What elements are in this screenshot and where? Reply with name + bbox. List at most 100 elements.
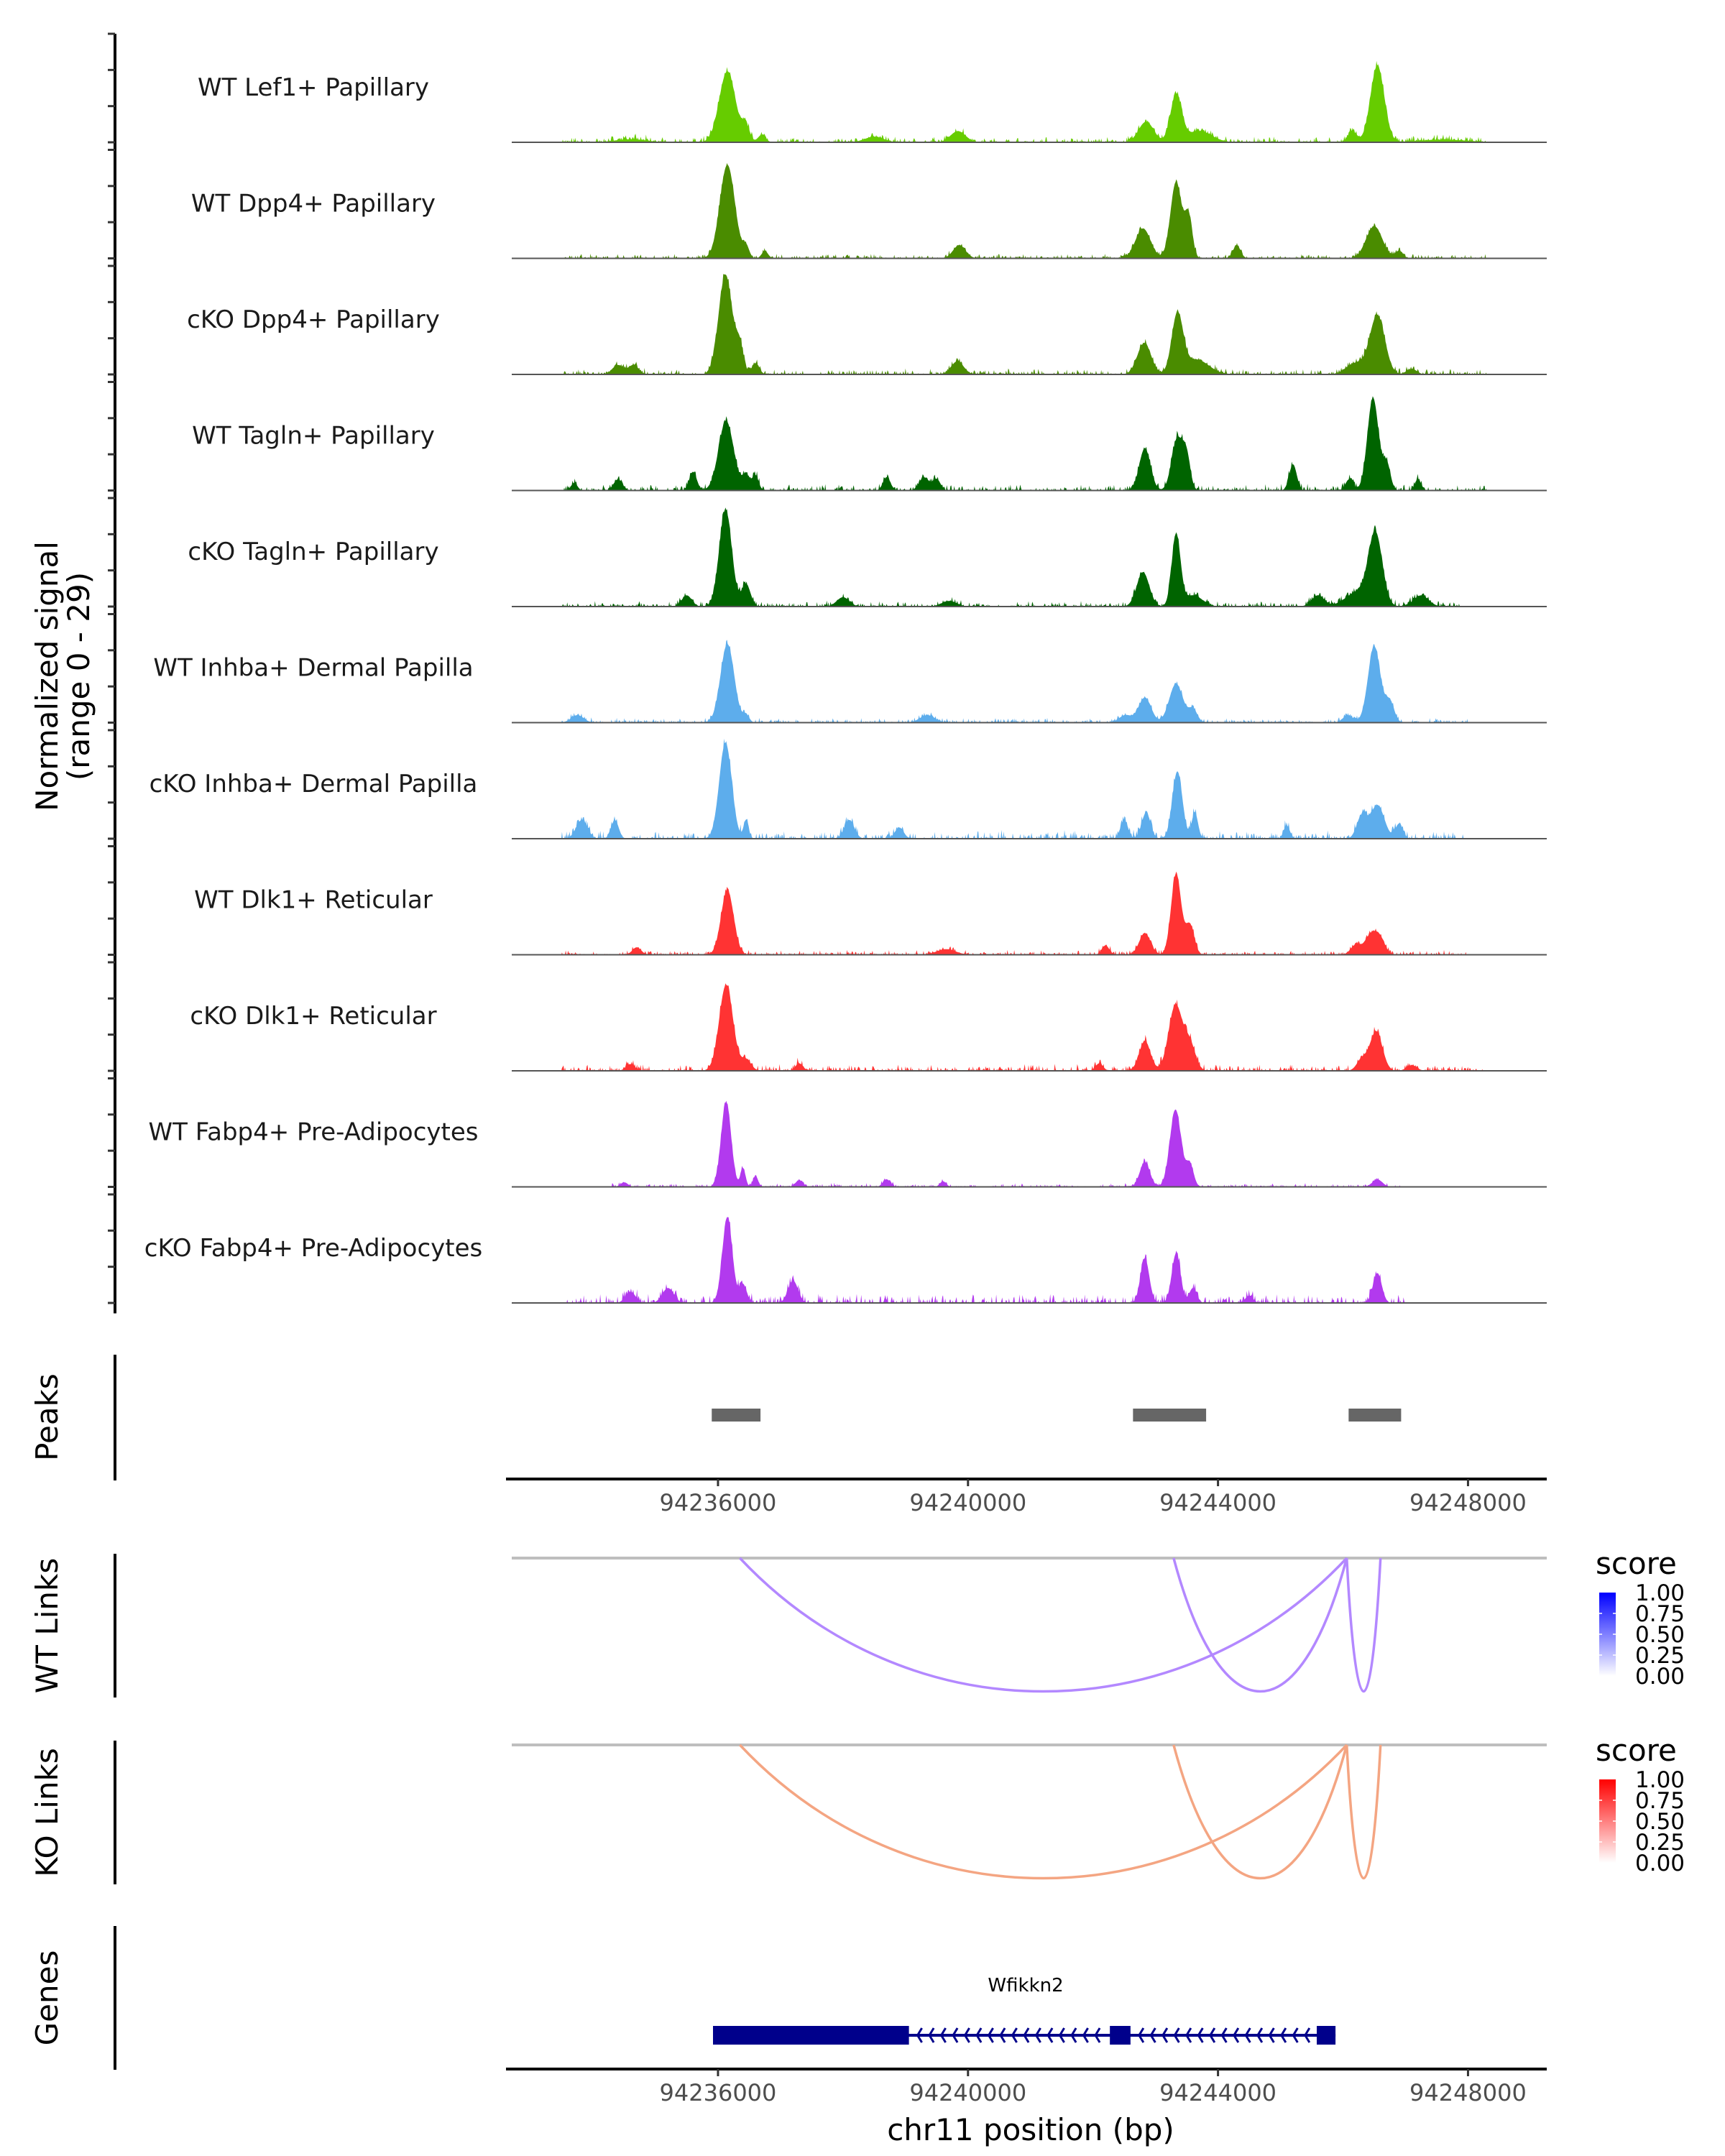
link-arc bbox=[1172, 1744, 1348, 1879]
strand-arrow bbox=[1173, 2027, 1180, 2043]
strand-arrow bbox=[1094, 2027, 1101, 2043]
strand-arrow bbox=[1023, 2027, 1030, 2043]
strand-arrow bbox=[952, 2027, 959, 2043]
link-arc bbox=[1345, 1744, 1382, 1879]
coverage-area bbox=[512, 640, 1547, 723]
x-tick-label: 94236000 bbox=[660, 2079, 777, 2106]
coverage-track-5: WT Inhba+ Dermal Papilla bbox=[153, 640, 1547, 724]
peak-region bbox=[1133, 1409, 1207, 1422]
x-tick-label: 94240000 bbox=[909, 2079, 1026, 2106]
track-label: WT Inhba+ Dermal Papilla bbox=[153, 654, 473, 683]
coverage-track-2: cKO Dpp4+ Papillary bbox=[187, 274, 1547, 375]
strand-arrow bbox=[1209, 2027, 1216, 2043]
x-tick-label: 94244000 bbox=[1159, 2079, 1276, 2106]
track-label: cKO Fabp4+ Pre-Adipocytes bbox=[144, 1234, 483, 1263]
track-label: cKO Tagln+ Papillary bbox=[188, 538, 438, 566]
coverage-tracks: WT Lef1+ Papillary WT Dpp4+ Papillary cKO … bbox=[144, 60, 1547, 1304]
strand-arrow bbox=[916, 2027, 923, 2043]
strand-arrow bbox=[999, 2027, 1006, 2043]
legend-tick-label: 1.00 bbox=[1635, 1580, 1685, 1606]
strand-arrow bbox=[1185, 2027, 1192, 2043]
x-axis-genes: 94236000 94240000 94244000 94248000 bbox=[506, 2068, 1547, 2106]
x-axis-peaks: 94236000 94240000 94244000 94248000 bbox=[506, 1478, 1547, 1516]
legend-tick-label: 0.25 bbox=[1635, 1830, 1685, 1856]
track-label: cKO Dlk1+ Reticular bbox=[190, 1002, 436, 1031]
coverage-track-9: WT Fabp4+ Pre-Adipocytes bbox=[149, 1100, 1547, 1188]
gene-exon bbox=[1317, 2026, 1336, 2045]
coverage-y-axis-label: Normalized signal bbox=[29, 541, 65, 811]
track-label: WT Lef1+ Papillary bbox=[198, 73, 429, 102]
coverage-area bbox=[512, 396, 1547, 491]
track-label: WT Dpp4+ Papillary bbox=[191, 190, 436, 218]
genes-track-label: Genes bbox=[29, 1950, 65, 2046]
coverage-area bbox=[512, 1217, 1547, 1303]
peaks-track-label: Peaks bbox=[29, 1373, 65, 1461]
strand-arrow bbox=[1292, 2027, 1299, 2043]
coverage-track-3: WT Tagln+ Papillary bbox=[192, 396, 1547, 492]
coverage-track-8: cKO Dlk1+ Reticular bbox=[190, 983, 1547, 1072]
strand-arrow bbox=[1058, 2027, 1065, 2043]
link-arc bbox=[739, 1557, 1348, 1693]
strand-arrow bbox=[1220, 2027, 1228, 2043]
legend-tick-label: 0.75 bbox=[1635, 1601, 1685, 1627]
link-arc bbox=[1345, 1557, 1382, 1692]
strand-arrow bbox=[1138, 2027, 1145, 2043]
legend-colorbar bbox=[1599, 1593, 1616, 1676]
coverage-track-0: WT Lef1+ Papillary bbox=[198, 60, 1547, 143]
strand-arrow bbox=[975, 2027, 983, 2043]
coverage-area bbox=[512, 162, 1547, 259]
coverage-area bbox=[512, 871, 1547, 955]
strand-arrow bbox=[1256, 2027, 1264, 2043]
track-label: WT Fabp4+ Pre-Adipocytes bbox=[149, 1118, 479, 1147]
x-tick-label: 94244000 bbox=[1159, 1489, 1276, 1516]
legend-tick-label: 0.50 bbox=[1635, 1622, 1685, 1648]
strand-arrow bbox=[1149, 2027, 1156, 2043]
coverage-area bbox=[512, 738, 1547, 839]
gene-exon bbox=[713, 2026, 909, 2045]
legend-tick-label: 0.25 bbox=[1635, 1643, 1685, 1669]
legend-tick-label: 0.75 bbox=[1635, 1788, 1685, 1814]
legend-colorbar bbox=[1599, 1779, 1616, 1863]
track-label: WT Dlk1+ Reticular bbox=[194, 886, 433, 915]
strand-arrow bbox=[1304, 2027, 1311, 2043]
strand-arrow bbox=[1244, 2027, 1251, 2043]
strand-arrow bbox=[1070, 2027, 1077, 2043]
legend-tick-label: 0.50 bbox=[1635, 1809, 1685, 1835]
strand-arrow bbox=[1197, 2027, 1204, 2043]
strand-arrow bbox=[1233, 2027, 1240, 2043]
coverage-track-1: WT Dpp4+ Papillary bbox=[191, 162, 1547, 259]
strand-arrow bbox=[1011, 2027, 1018, 2043]
coverage-area bbox=[512, 60, 1547, 142]
link-arc bbox=[1172, 1557, 1348, 1692]
track-label: cKO Dpp4+ Papillary bbox=[187, 305, 440, 334]
coverage-track-4: cKO Tagln+ Papillary bbox=[188, 507, 1547, 607]
x-tick-label: 94248000 bbox=[1409, 1489, 1527, 1516]
peak-region bbox=[712, 1409, 761, 1422]
legend-tick-label: 0.00 bbox=[1635, 1664, 1685, 1690]
strand-arrow bbox=[939, 2027, 947, 2043]
x-axis-title: chr11 position (bp) bbox=[887, 2112, 1174, 2147]
strand-arrow bbox=[963, 2027, 970, 2043]
links-track-label: KO Links bbox=[29, 1748, 65, 1877]
coverage-y-axis-range-label: (range 0 - 29) bbox=[61, 572, 96, 780]
peak-region bbox=[1348, 1409, 1402, 1422]
track-label: WT Tagln+ Papillary bbox=[192, 422, 435, 451]
coverage-area bbox=[512, 1100, 1547, 1187]
strand-arrow bbox=[1034, 2027, 1041, 2043]
gene-exon bbox=[1110, 2026, 1131, 2045]
gene-name-label: Wfikkn2 bbox=[988, 1975, 1063, 1996]
coverage-track-6: cKO Inhba+ Dermal Papilla bbox=[150, 738, 1547, 839]
coverage-y-axis bbox=[108, 32, 116, 1314]
strand-arrow bbox=[987, 2027, 994, 2043]
coverage-track-10: cKO Fabp4+ Pre-Adipocytes bbox=[144, 1217, 1547, 1304]
strand-arrow bbox=[1082, 2027, 1089, 2043]
coverage-area bbox=[512, 507, 1547, 607]
genes-track: Wfikkn2 bbox=[713, 1975, 1336, 2045]
legend-title: score bbox=[1596, 1546, 1677, 1581]
strand-arrow bbox=[1268, 2027, 1275, 2043]
links-track-label: WT Links bbox=[29, 1558, 65, 1693]
track-label: cKO Inhba+ Dermal Papilla bbox=[150, 770, 478, 798]
peaks-regions bbox=[712, 1409, 1402, 1422]
